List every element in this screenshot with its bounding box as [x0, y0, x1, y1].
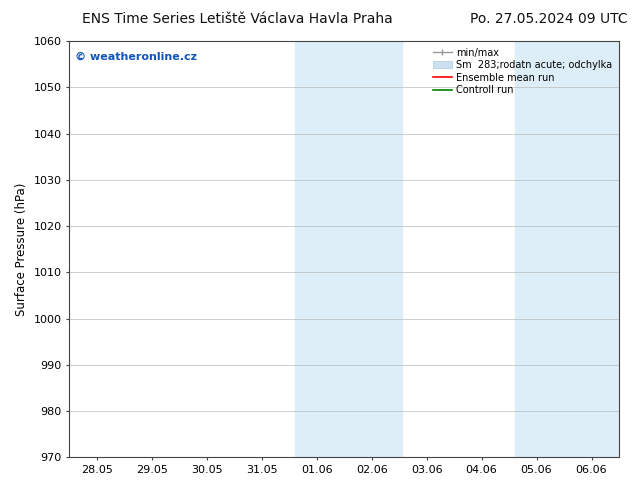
Text: Po. 27.05.2024 09 UTC: Po. 27.05.2024 09 UTC	[470, 12, 628, 26]
Bar	[350, 41, 402, 457]
Legend: min/max, Sm  283;rodatn acute; odchylka, Ensemble mean run, Controll run: min/max, Sm 283;rodatn acute; odchylka, …	[430, 46, 614, 97]
Bar	[515, 41, 569, 457]
Bar	[295, 41, 350, 457]
Bar	[569, 41, 619, 457]
Y-axis label: Surface Pressure (hPa): Surface Pressure (hPa)	[15, 182, 28, 316]
Text: © weatheronline.cz: © weatheronline.cz	[75, 51, 197, 61]
Text: ENS Time Series Letiště Václava Havla Praha: ENS Time Series Letiště Václava Havla Pr…	[82, 12, 393, 26]
